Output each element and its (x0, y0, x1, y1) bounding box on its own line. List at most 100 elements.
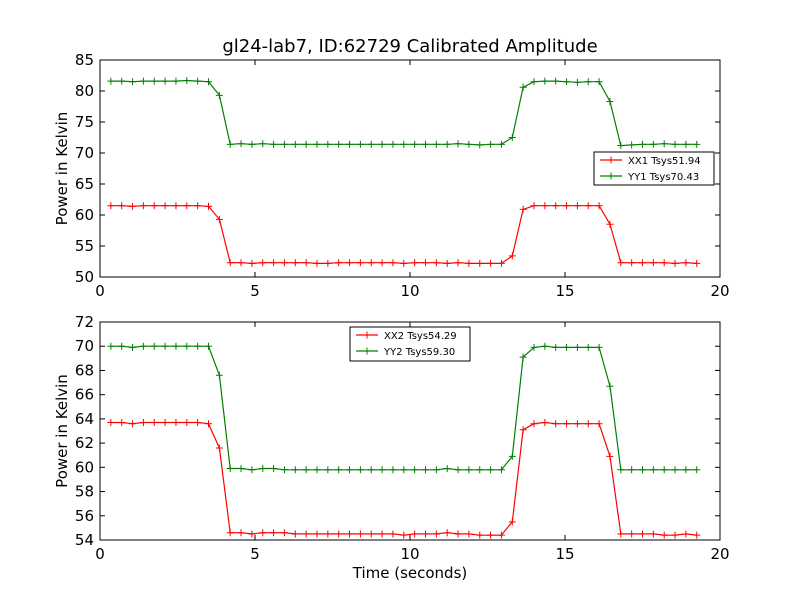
data-point (324, 140, 332, 148)
data-point (682, 259, 690, 267)
data-point (161, 77, 169, 85)
data-point (606, 220, 614, 228)
legend-label: XX1 Tsys51.94 (628, 156, 701, 167)
data-point (584, 202, 592, 210)
data-point (183, 76, 191, 84)
data-point (606, 452, 614, 460)
data-point (639, 466, 646, 474)
data-point (150, 202, 158, 210)
data-point (606, 98, 614, 106)
data-point (432, 259, 440, 267)
data-point (563, 202, 571, 210)
data-point (660, 140, 668, 148)
y-tick-label: 72 (75, 313, 94, 331)
legend-marker (363, 347, 371, 355)
data-point (552, 202, 560, 210)
data-point (595, 343, 603, 351)
y-tick-label: 70 (75, 337, 94, 355)
data-point (215, 371, 223, 379)
y-tick-label: 60 (75, 206, 94, 224)
data-point (454, 140, 462, 148)
data-point (443, 259, 451, 267)
data-point (205, 78, 212, 86)
data-point (313, 466, 321, 474)
data-point (487, 259, 495, 267)
data-point (682, 140, 690, 148)
data-point (682, 466, 690, 474)
y-tick-label: 80 (75, 82, 94, 100)
data-point (639, 140, 646, 148)
chart-title: gl24-lab7, ID:62729 Calibrated Amplitude (222, 36, 597, 57)
data-point (270, 529, 278, 537)
data-point (291, 140, 299, 148)
data-point (335, 530, 343, 538)
legend-box (593, 151, 715, 186)
data-point (497, 259, 505, 267)
data-point (454, 530, 462, 538)
data-point (497, 531, 505, 539)
y-tick-label: 50 (75, 268, 94, 286)
data-point (552, 420, 560, 428)
legend-marker (607, 156, 615, 164)
data-point (411, 259, 419, 267)
data-point (161, 202, 169, 210)
data-point (356, 259, 364, 267)
data-point (346, 530, 354, 538)
data-point (172, 202, 180, 210)
y-tick-label: 65 (75, 175, 94, 193)
data-point (215, 444, 223, 452)
y-tick-label: 55 (75, 237, 94, 255)
data-point (400, 531, 408, 539)
data-point (443, 465, 451, 473)
data-point (400, 466, 408, 474)
data-point (389, 530, 397, 538)
data-point (639, 530, 646, 538)
data-point (595, 78, 603, 86)
data-point (226, 259, 234, 267)
data-point (530, 78, 538, 86)
data-point (367, 140, 375, 148)
data-point (129, 343, 137, 351)
y-axis-label: Power in Kelvin (53, 112, 71, 226)
data-point (541, 419, 549, 427)
data-point (215, 215, 223, 223)
data-point (378, 530, 386, 538)
y-tick-label: 64 (75, 410, 94, 428)
data-point (541, 202, 549, 210)
data-point (118, 77, 126, 85)
data-point (595, 420, 603, 428)
data-point (422, 530, 429, 538)
series-line-1 (110, 421, 697, 536)
data-point (183, 202, 191, 210)
data-point (313, 140, 321, 148)
data-point (129, 420, 137, 428)
data-point (432, 466, 440, 474)
data-point (324, 466, 332, 474)
data-point (671, 140, 679, 148)
data-point (139, 342, 147, 350)
x-tick-label: 5 (250, 545, 260, 563)
data-point (302, 140, 310, 148)
data-point (487, 531, 495, 539)
data-point (573, 343, 581, 351)
data-point (150, 77, 158, 85)
data-point (118, 419, 126, 427)
x-tick-label: 5 (250, 282, 260, 300)
data-point (497, 140, 505, 148)
data-point (530, 202, 538, 210)
data-point (508, 134, 516, 141)
data-point (259, 465, 267, 473)
data-point (367, 466, 375, 474)
data-point (476, 466, 484, 474)
data-point (693, 466, 701, 474)
legend: XX1 Tsys51.94 YY1 Tsys70.43 (593, 151, 715, 186)
data-point (205, 342, 212, 350)
data-point (649, 259, 657, 267)
data-point (465, 466, 473, 474)
series-line-2 (110, 79, 697, 147)
data-point (660, 259, 668, 267)
data-point (563, 78, 571, 86)
data-point (541, 342, 549, 350)
data-point (617, 466, 625, 474)
